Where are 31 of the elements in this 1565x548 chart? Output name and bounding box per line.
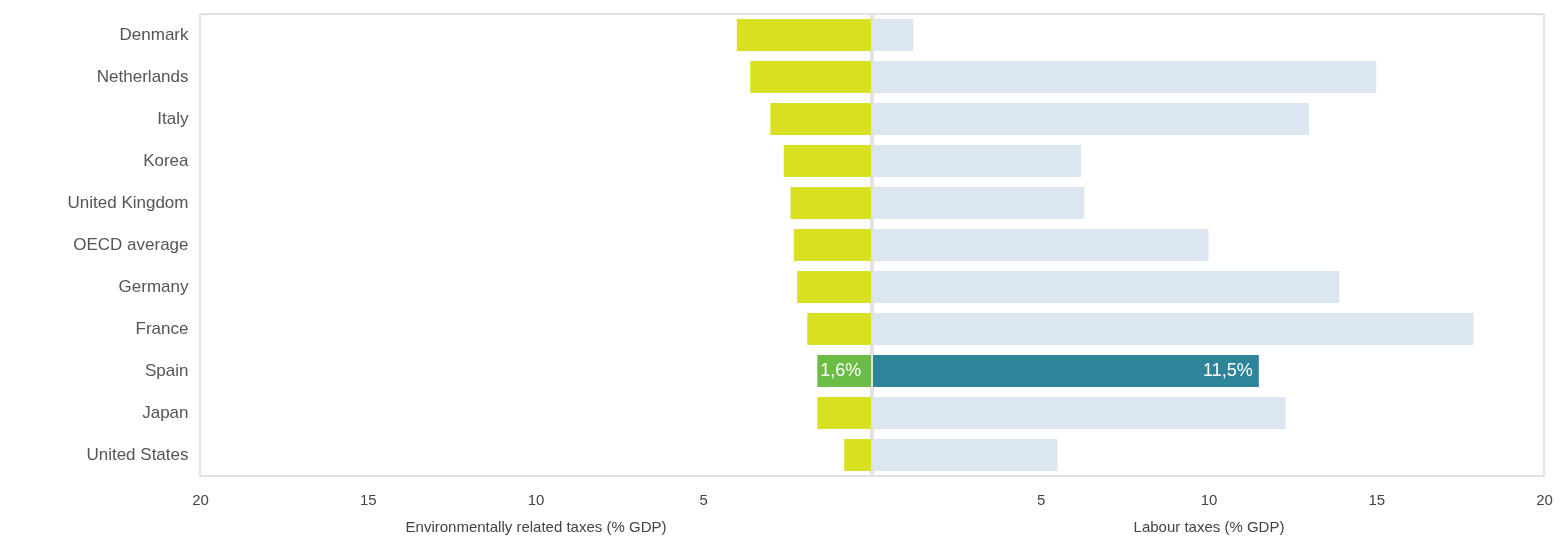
y-tick-label: Netherlands <box>96 67 189 86</box>
bar <box>844 439 871 471</box>
y-tick-label: United Kingdom <box>67 193 189 212</box>
x-tick-label: 10 <box>527 490 545 508</box>
bar <box>793 229 871 261</box>
y-tick-label: Italy <box>157 109 189 128</box>
bar <box>873 19 914 51</box>
y-tick-label: France <box>135 319 189 338</box>
x-tick-label: 15 <box>359 490 377 508</box>
x-tick-label: 20 <box>1536 490 1553 508</box>
bar <box>817 397 871 429</box>
data-label: 1,6% <box>820 360 862 380</box>
y-tick-label: Denmark <box>119 25 189 44</box>
x-tick-label: 15 <box>1368 490 1386 508</box>
y-tick-label: OECD average <box>73 235 189 254</box>
bar <box>797 271 871 303</box>
bar <box>807 313 871 345</box>
x-axis-title: Labour taxes (% GDP) <box>1133 517 1285 535</box>
x-axis-title: Environmentally related taxes (% GDP) <box>405 517 667 535</box>
y-tick-label: Germany <box>118 277 189 296</box>
y-tick-label: Korea <box>143 151 190 170</box>
x-tick-label: 20 <box>192 490 209 508</box>
y-tick-label: Spain <box>145 361 189 380</box>
x-tick-label: 5 <box>699 490 708 508</box>
x-tick-label: 10 <box>1200 490 1218 508</box>
bar <box>750 61 871 93</box>
x-tick-label: 5 <box>1037 490 1046 508</box>
y-tick-label: Japan <box>142 403 189 422</box>
y-tick-label: United States <box>86 445 189 464</box>
bar <box>770 103 871 135</box>
data-label: 11,5% <box>1203 360 1253 380</box>
